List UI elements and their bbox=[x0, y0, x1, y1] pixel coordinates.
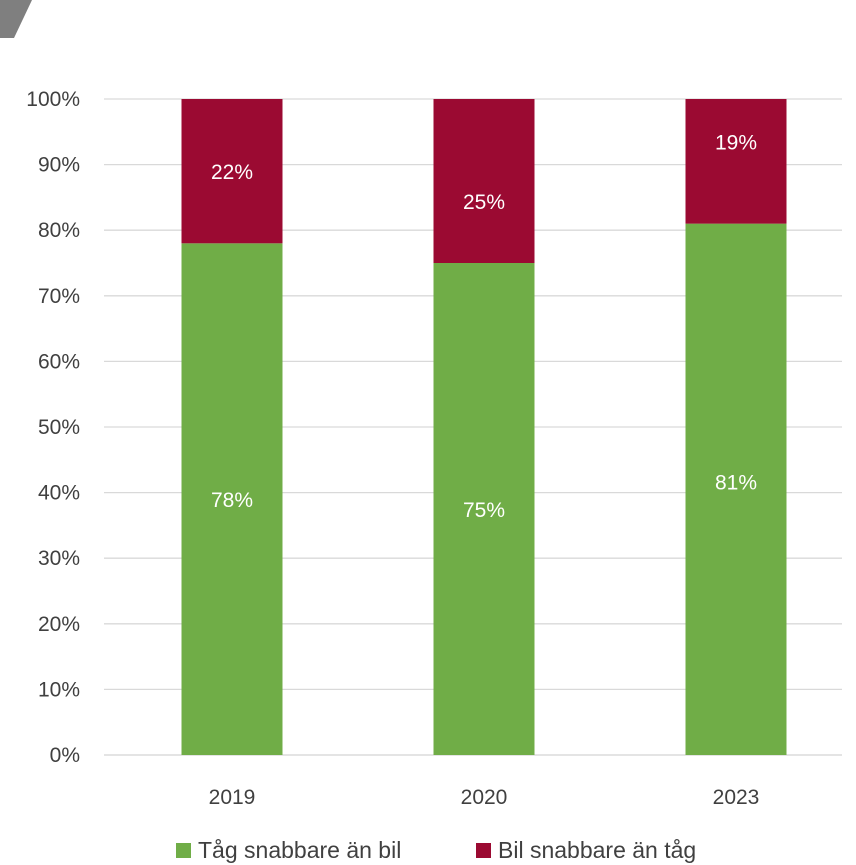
legend-label: Bil snabbare än tåg bbox=[498, 837, 696, 863]
x-tick-label: 2020 bbox=[461, 786, 508, 809]
y-tick-label: 70% bbox=[38, 285, 80, 308]
bar-segment bbox=[685, 223, 787, 755]
bar-segment bbox=[685, 99, 787, 224]
bar-segment bbox=[433, 99, 535, 263]
bar-segment bbox=[181, 99, 283, 244]
y-axis-ticks: 0% 10% 20% 30% 40% 50% 60% 70% 80% 90% 100% bbox=[26, 88, 80, 767]
legend-label: Tåg snabbare än bil bbox=[198, 837, 401, 863]
corner-decoration bbox=[0, 0, 32, 38]
data-label: 75% bbox=[463, 499, 505, 522]
legend: Tåg snabbare än bil Bil snabbare än tåg bbox=[176, 837, 696, 863]
y-tick-label: 0% bbox=[50, 744, 80, 767]
data-label: 22% bbox=[211, 161, 253, 184]
bar-segment bbox=[181, 243, 283, 755]
y-tick-label: 90% bbox=[38, 154, 80, 177]
y-tick-label: 60% bbox=[38, 350, 80, 373]
data-label: 78% bbox=[211, 489, 253, 512]
y-tick-label: 50% bbox=[38, 416, 80, 439]
bar-segment bbox=[433, 263, 535, 755]
y-tick-label: 10% bbox=[38, 678, 80, 701]
legend-swatch bbox=[476, 843, 491, 858]
data-label: 19% bbox=[715, 131, 757, 154]
y-tick-label: 100% bbox=[26, 88, 80, 111]
y-tick-label: 40% bbox=[38, 482, 80, 505]
y-tick-label: 30% bbox=[38, 547, 80, 570]
x-tick-label: 2023 bbox=[713, 786, 760, 809]
data-label: 81% bbox=[715, 471, 757, 494]
y-tick-label: 80% bbox=[38, 219, 80, 242]
x-axis-ticks: 2019 2020 2023 bbox=[209, 786, 760, 809]
x-tick-label: 2019 bbox=[209, 786, 256, 809]
data-label: 25% bbox=[463, 191, 505, 214]
bars: 78% 22% 75% 25% 81% 19% bbox=[181, 99, 787, 755]
legend-swatch bbox=[176, 843, 191, 858]
y-tick-label: 20% bbox=[38, 613, 80, 636]
